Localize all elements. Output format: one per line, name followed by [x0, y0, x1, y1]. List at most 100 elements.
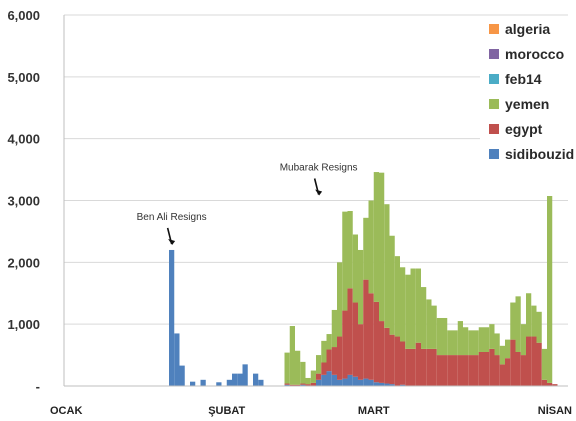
- bar-segment-sidibouzid: [253, 373, 259, 386]
- x-tick-label: ŞUBAT: [208, 405, 245, 417]
- bar-segment-yemen: [478, 327, 484, 352]
- bar-segment-egypt: [389, 334, 395, 385]
- legend-label-yemen: yemen: [505, 96, 549, 112]
- bar-segment-yemen: [421, 287, 427, 349]
- bar-segment-egypt: [373, 301, 379, 383]
- bar-segment-sidibouzid: [337, 379, 343, 386]
- legend-label-egypt: egypt: [505, 121, 543, 137]
- bar-segment-sidibouzid: [316, 379, 322, 386]
- bar-segment-egypt: [305, 384, 311, 386]
- bar-segment-egypt: [442, 355, 448, 386]
- bar-segment-egypt: [494, 355, 500, 386]
- annotations: Ben Ali Resigns Mubarak Resigns: [137, 163, 358, 245]
- bar-segment-sidibouzid: [232, 373, 238, 386]
- bar-segment-sidibouzid: [384, 383, 390, 386]
- legend-swatch-morocco: [489, 49, 499, 59]
- bar-segment-yemen: [373, 172, 379, 302]
- bar-segment-yemen: [457, 321, 463, 356]
- bar-segment-yemen: [300, 361, 306, 384]
- bar-segment-egypt: [536, 342, 542, 386]
- x-tick-label: NİSAN: [538, 404, 572, 417]
- bar-segment-egypt: [515, 351, 521, 386]
- bar-segment-egypt: [310, 382, 316, 386]
- bar-segment-yemen: [289, 326, 295, 385]
- y-tick-label: 3,000: [7, 194, 40, 209]
- bar-segment-yemen: [305, 377, 311, 385]
- bar-segment-yemen: [510, 302, 516, 340]
- bar-segment-yemen: [410, 268, 416, 349]
- bar-segment-egypt: [400, 341, 406, 385]
- annotation-label: Ben Ali Resigns: [137, 212, 207, 223]
- bar-segment-sidibouzid: [389, 384, 395, 386]
- bar-segment-yemen: [331, 309, 337, 348]
- bar-segment-egypt: [342, 310, 348, 379]
- bar-segment-yemen: [431, 305, 437, 349]
- bar-segment-egypt: [289, 384, 295, 386]
- bar-segment-egypt: [410, 348, 416, 386]
- bar-segment-yemen: [436, 317, 442, 356]
- annotation-arrowhead: [168, 238, 176, 245]
- axes: [63, 15, 568, 387]
- legend-label-morocco: morocco: [505, 46, 564, 62]
- bar-segment-egypt: [510, 339, 516, 386]
- bar-segment-egypt: [436, 355, 442, 386]
- bar-segment-egypt: [394, 336, 400, 386]
- bar-segment-egypt: [457, 355, 463, 386]
- bar-segment-yemen: [505, 339, 511, 359]
- bar-segment-egypt: [541, 379, 547, 386]
- bar-segment-egypt: [421, 348, 427, 386]
- x-tick-label: MART: [358, 405, 390, 417]
- bar-segment-egypt: [426, 348, 432, 386]
- bar-segment-egypt: [347, 288, 353, 375]
- bar-segment-yemen: [415, 268, 421, 343]
- bar-segment-sidibouzid: [237, 373, 243, 386]
- bar-segment-egypt: [358, 324, 364, 380]
- bar-segment-yemen: [352, 234, 358, 303]
- legend-swatch-egypt: [489, 124, 499, 134]
- bar-segment-egypt: [447, 355, 453, 386]
- bar-segment-yemen: [295, 350, 301, 385]
- legend-swatch-sidibouzid: [489, 149, 499, 159]
- y-tick-label: 6,000: [7, 8, 40, 23]
- bar-segment-yemen: [468, 330, 474, 356]
- bar-segment-yemen: [526, 293, 532, 337]
- bar-segment-egypt: [505, 358, 511, 386]
- bar-segment-egypt: [284, 383, 290, 385]
- bar-segment-yemen: [394, 256, 400, 337]
- bar-segment-yemen: [473, 330, 479, 356]
- bar-segment-yemen: [379, 172, 385, 322]
- bar-segment-egypt: [452, 355, 458, 386]
- bar-segment-yemen: [310, 370, 316, 383]
- bars: [169, 141, 558, 386]
- bar-segment-sidibouzid: [326, 371, 332, 386]
- bar-segment-egypt: [295, 384, 301, 386]
- bar-segment-yemen: [547, 141, 553, 383]
- bar-segment-egypt: [489, 348, 495, 386]
- bar-segment-yemen: [494, 333, 500, 356]
- bar-segment-egypt: [552, 384, 558, 386]
- legend: algeria morocco feb14 yemen egypt sidibouzid: [480, 16, 576, 196]
- bar-segment-sidibouzid: [331, 374, 337, 386]
- bar-segment-egypt: [379, 321, 385, 383]
- bar-segment-yemen: [531, 305, 537, 337]
- bar-segment-egypt: [300, 383, 306, 385]
- bar-segment-egypt: [415, 342, 421, 386]
- bar-segment-egypt: [499, 364, 505, 386]
- bar-segment-egypt: [321, 362, 327, 375]
- bar-segment-yemen: [384, 204, 390, 328]
- bar-segment-yemen: [520, 324, 526, 356]
- legend-label-feb14: feb14: [505, 71, 542, 87]
- bar-segment-yemen: [484, 327, 490, 352]
- bar-segment-yemen: [347, 211, 353, 289]
- y-tick-label: -: [36, 379, 40, 394]
- legend-label-algeria: algeria: [505, 21, 550, 37]
- legend-swatch-algeria: [489, 24, 499, 34]
- bar-segment-egypt: [478, 351, 484, 386]
- bar-segment-egypt: [547, 382, 553, 386]
- bar-segment-egypt: [463, 355, 469, 386]
- bar-segment-yemen: [321, 340, 327, 363]
- bar-segment-yemen: [363, 217, 369, 280]
- bar-segment-egypt: [531, 336, 537, 386]
- legend-swatch-yemen: [489, 99, 499, 109]
- x-axis-ticks: OCAK ŞUBAT MART NİSAN: [50, 404, 572, 417]
